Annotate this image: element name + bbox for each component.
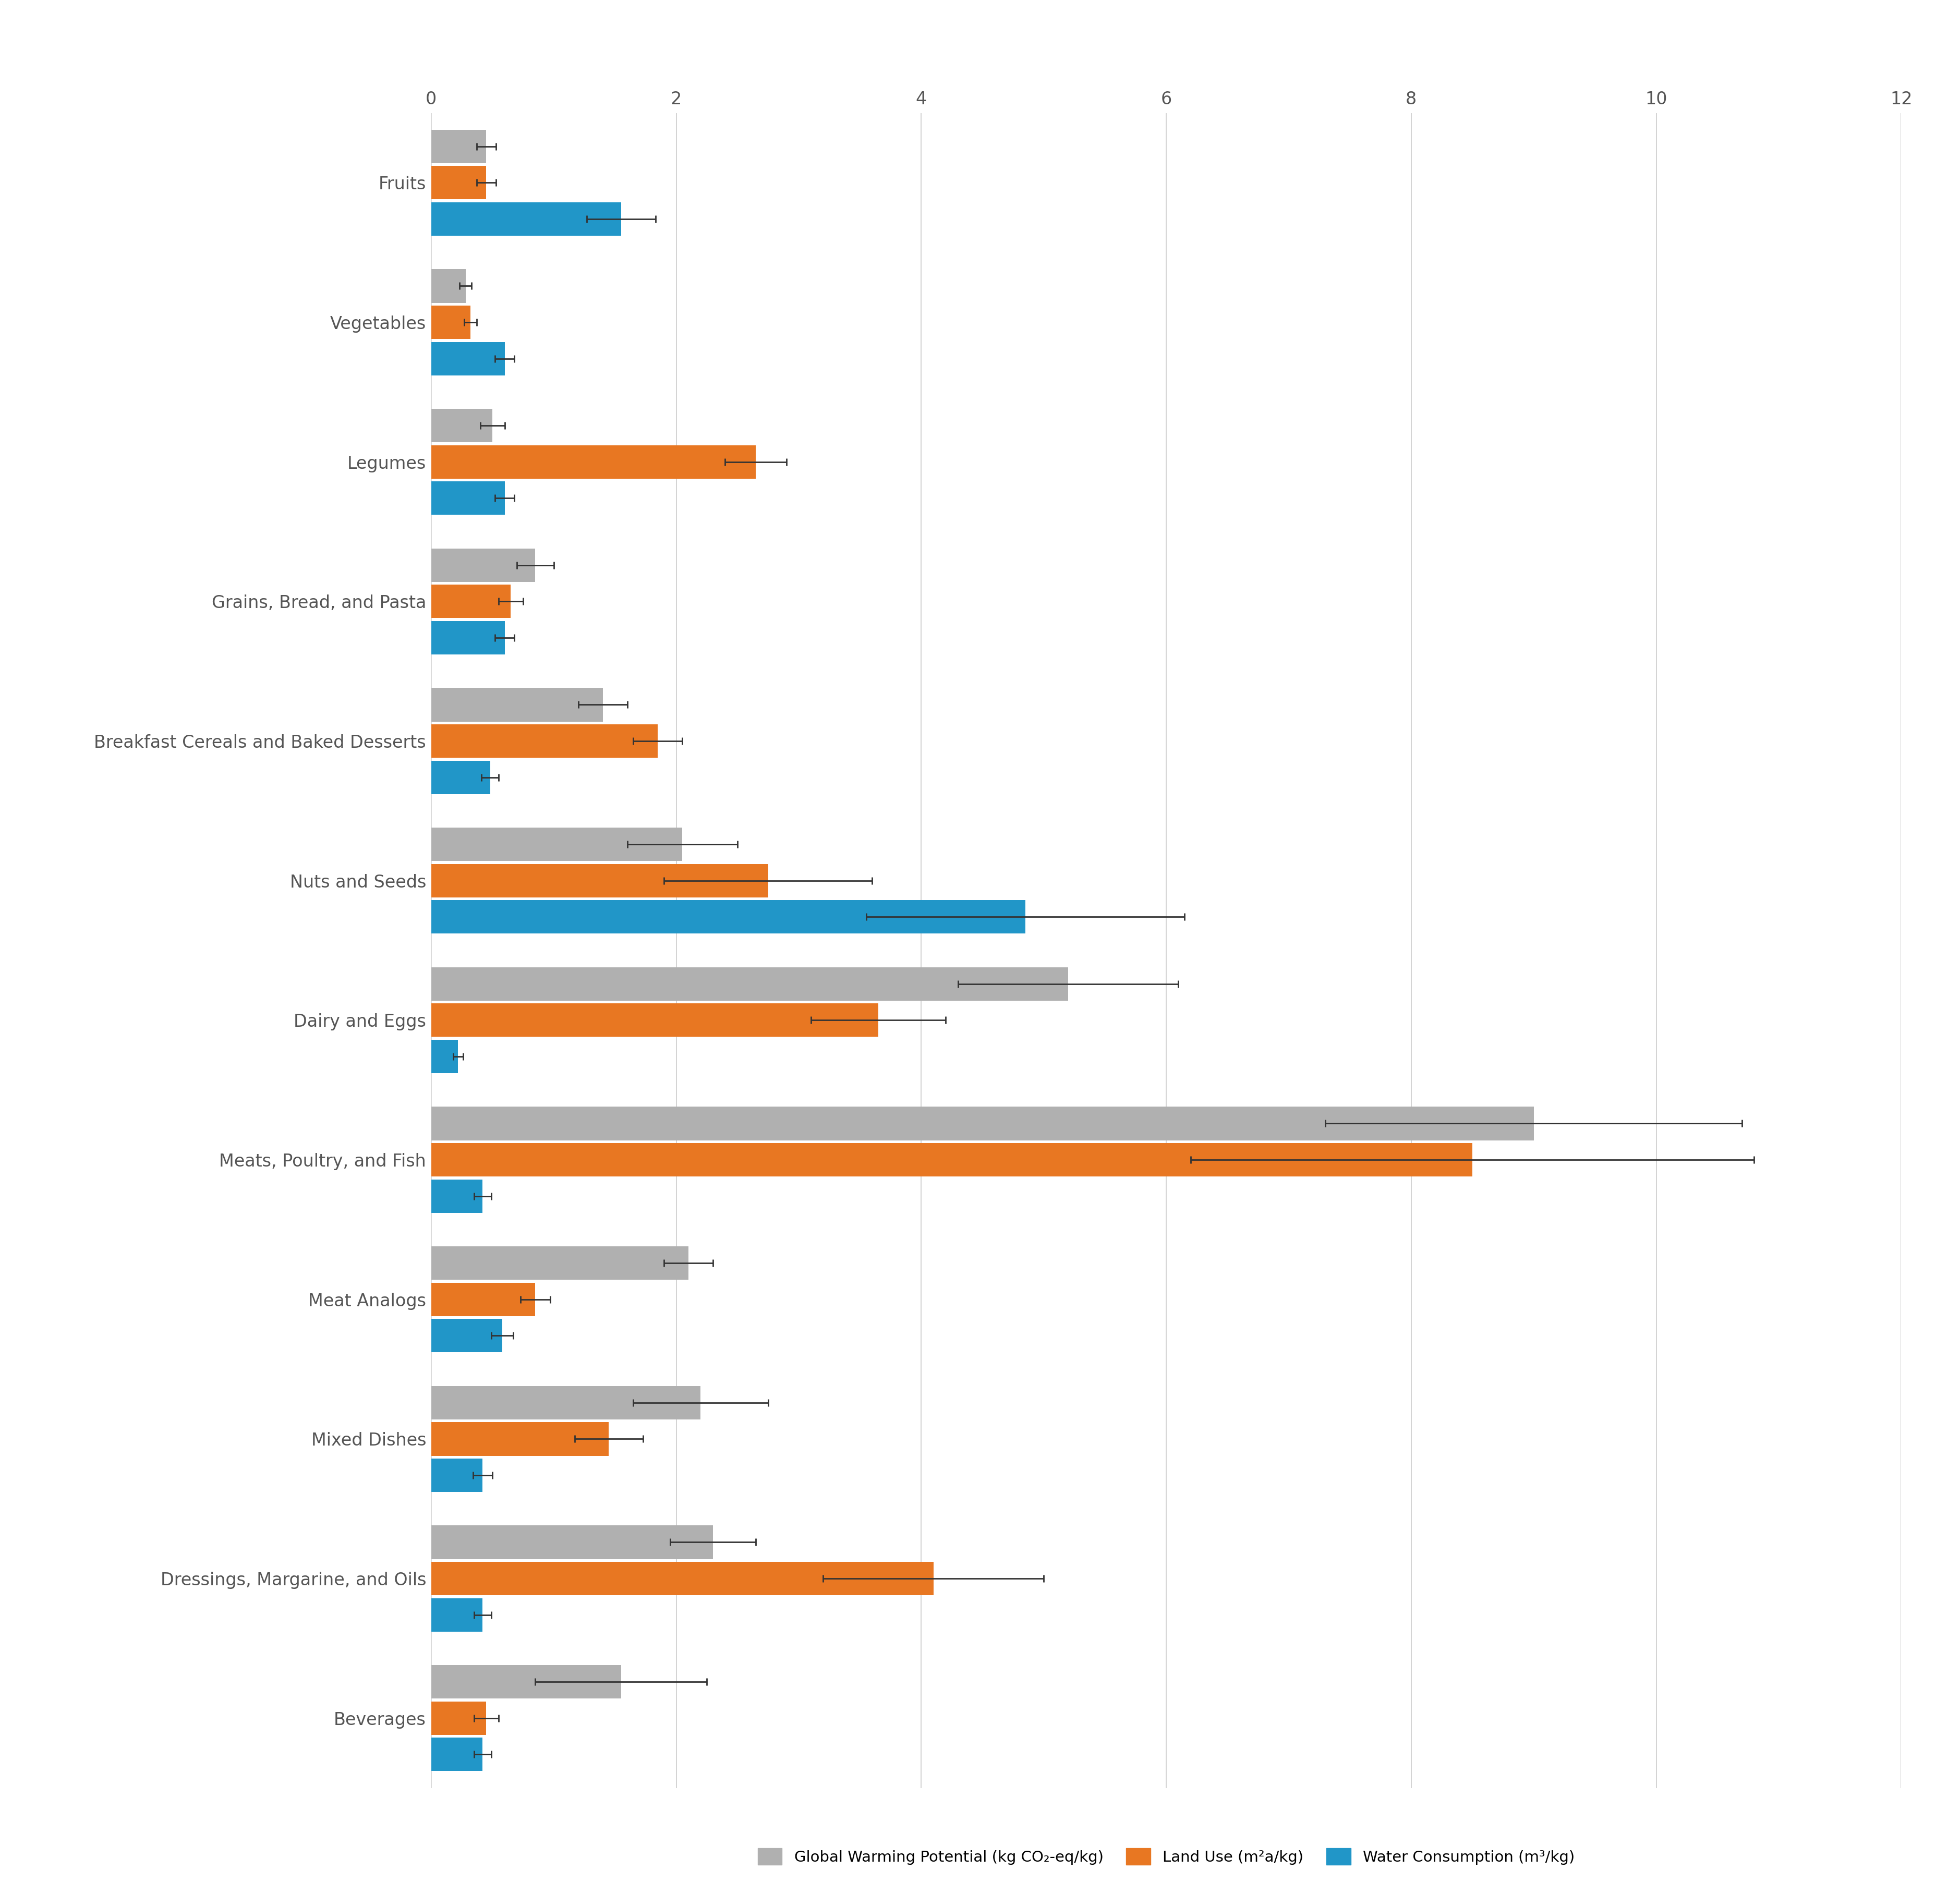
Bar [431,1319,502,1353]
Bar [431,1385,702,1419]
Bar [431,900,1025,933]
Bar [431,1526,713,1558]
Bar [431,1039,459,1073]
Bar [431,1666,621,1699]
Bar [431,1701,486,1735]
Bar [431,166,486,199]
Bar [431,1459,482,1492]
Bar [431,585,512,617]
Bar [431,1142,1472,1176]
Bar [431,864,768,898]
Bar [431,548,535,582]
Bar [431,1423,610,1455]
Bar [431,446,757,478]
Bar [431,1284,535,1316]
Bar [431,1246,688,1280]
Bar [431,343,504,375]
Bar [431,1562,933,1596]
Bar [431,1737,482,1771]
Bar [431,1003,878,1037]
Bar [431,1598,482,1632]
Bar [431,689,604,721]
Bar [431,482,504,516]
Bar [431,828,682,862]
Bar [431,269,466,303]
Legend: Global Warming Potential (kg CO₂-eq/kg), Land Use (m²a/kg), Water Consumption (m: Global Warming Potential (kg CO₂-eq/kg),… [751,1841,1582,1873]
Bar [431,760,490,794]
Bar [431,1180,482,1212]
Bar [431,130,486,164]
Bar [431,201,621,235]
Bar [431,305,470,339]
Bar [431,621,504,655]
Bar [431,967,1068,1001]
Bar [431,725,659,758]
Bar [431,1107,1533,1140]
Bar [431,408,492,442]
